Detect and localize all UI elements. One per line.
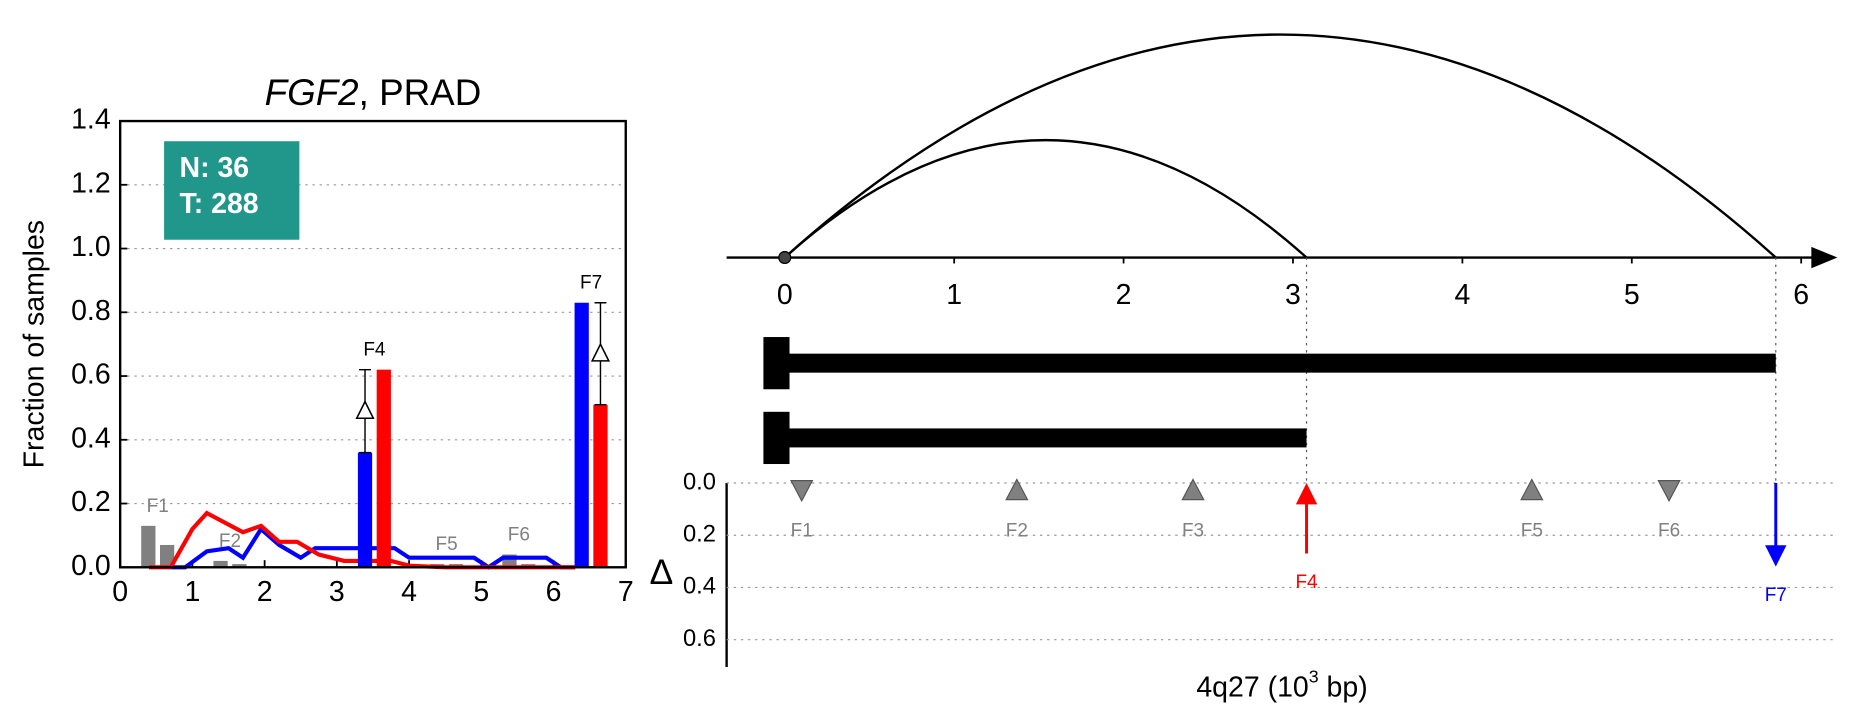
delta-symbol [590, 342, 611, 362]
x-label-suffix: bp) [1319, 671, 1368, 703]
x-tick-label: 3 [1285, 279, 1301, 311]
feature-marker [1657, 480, 1681, 503]
transcript-start-block [763, 411, 790, 465]
y-tick-label: 0.0 [71, 550, 111, 582]
feature-bar [160, 544, 175, 568]
y-tick-label: 0.4 [71, 422, 111, 454]
y-tick-label: 0.6 [683, 626, 716, 652]
y-tick-label: 0.4 [683, 574, 716, 600]
x-axis-label: 4q27 (103 bp) [1196, 666, 1367, 702]
feature-label: F2 [219, 531, 241, 552]
feature-marker [1181, 478, 1205, 501]
feature-label: F4 [363, 340, 385, 361]
feature-bar [141, 525, 156, 568]
feature-label: F6 [508, 525, 530, 546]
y-tick-label: 1.2 [71, 167, 111, 199]
annotation-box [164, 141, 300, 240]
transcript-bar [784, 428, 1307, 448]
transcript-bar [784, 353, 1776, 373]
y-axis-label: Fraction of samples [18, 220, 50, 468]
delta-arrowhead [1295, 483, 1318, 505]
chart-title: FGF2, PRAD [265, 72, 482, 113]
x-tick-label: 0 [112, 576, 128, 608]
y-tick-label: 0.2 [71, 486, 111, 518]
annotation-text: N: 36 [180, 152, 250, 184]
x-tick-label: 4 [1454, 279, 1470, 311]
plot-frame [118, 119, 627, 569]
feature-bar [593, 404, 608, 568]
x-tick-label: 1 [184, 576, 200, 608]
y-tick-label: 0.6 [71, 359, 111, 391]
feature-marker [1520, 478, 1544, 501]
feature-marker [1005, 478, 1029, 501]
x-tick-label: 5 [473, 576, 489, 608]
feature-marker [790, 480, 814, 503]
x-tick-label: 6 [546, 576, 562, 608]
x-tick-label: 2 [257, 576, 273, 608]
feature-bar [213, 560, 228, 568]
y-tick-label: 0.2 [683, 522, 716, 548]
axis-arrow [1811, 246, 1838, 269]
x-tick-label: 6 [1793, 279, 1809, 311]
junction-origin [778, 251, 792, 265]
delta-symbol [355, 399, 375, 419]
y-axis-label: Δ [649, 552, 673, 592]
feature-label: F1 [791, 521, 813, 542]
feature-label: F6 [1658, 521, 1680, 542]
y-tick-label: 0.0 [683, 469, 716, 495]
title-gene: FGF2 [265, 72, 359, 113]
feature-bar [574, 302, 589, 568]
y-tick-label: 0.8 [71, 295, 111, 327]
x-tick-label: 7 [618, 576, 634, 608]
feature-label: F3 [1182, 521, 1204, 542]
y-tick-label: 1.4 [71, 104, 111, 136]
x-label-exponent: 3 [1309, 666, 1319, 686]
x-tick-label: 0 [777, 279, 793, 311]
delta-arrowhead [1765, 545, 1787, 567]
annotation-text: T: 288 [180, 188, 259, 220]
junction-arc [783, 33, 1777, 259]
feature-bar [232, 564, 247, 568]
transcript-start-block [763, 337, 790, 390]
feature-label: F7 [1765, 585, 1787, 606]
y-tick-label: 1.0 [71, 231, 111, 263]
title-rest: , PRAD [359, 72, 482, 113]
feature-label: F1 [147, 496, 169, 517]
feature-label: F5 [1521, 521, 1543, 542]
feature-label: F5 [436, 534, 458, 555]
feature-label: F7 [580, 273, 602, 294]
feature-bar [357, 452, 373, 568]
x-tick-label: 2 [1116, 279, 1132, 311]
x-tick-label: 4 [401, 576, 417, 608]
x-tick-label: 3 [329, 576, 345, 608]
x-tick-label: 1 [946, 279, 962, 311]
junction-arc [783, 138, 1308, 259]
x-label-prefix: 4q27 (10 [1196, 671, 1308, 703]
feature-bar [376, 369, 391, 568]
feature-label: F2 [1006, 521, 1028, 542]
feature-label: F4 [1295, 572, 1317, 593]
x-tick-label: 5 [1624, 279, 1640, 311]
